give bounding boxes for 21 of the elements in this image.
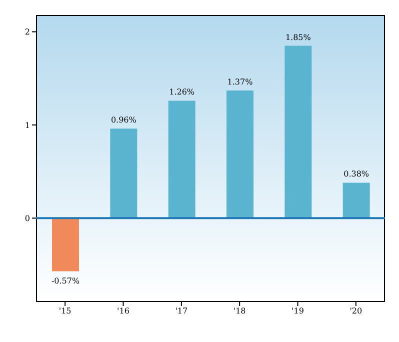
bar bbox=[226, 90, 254, 218]
data-label: 1.26% bbox=[169, 88, 195, 97]
y-tick-label: 2 bbox=[24, 28, 30, 37]
bar bbox=[110, 128, 138, 218]
bar bbox=[52, 218, 79, 272]
data-label: 1.37% bbox=[227, 77, 254, 86]
y-tick-label: 1 bbox=[24, 120, 30, 130]
y-tick-label: 0 bbox=[24, 214, 30, 223]
bar bbox=[342, 182, 370, 218]
x-tick-label: '15 bbox=[58, 306, 72, 316]
x-tick-label: '20 bbox=[350, 306, 362, 316]
x-tick-label: '16 bbox=[117, 306, 130, 316]
x-tick-label: '19 bbox=[292, 306, 304, 316]
bar bbox=[168, 100, 196, 218]
x-tick-label: '17 bbox=[175, 306, 188, 316]
data-label: 1.85% bbox=[285, 32, 312, 42]
bar bbox=[284, 46, 312, 218]
data-label: 0.96% bbox=[110, 116, 137, 125]
data-label: 0.38% bbox=[344, 170, 370, 179]
data-label: -0.57% bbox=[51, 276, 80, 286]
x-tick-label: '18 bbox=[233, 306, 246, 316]
